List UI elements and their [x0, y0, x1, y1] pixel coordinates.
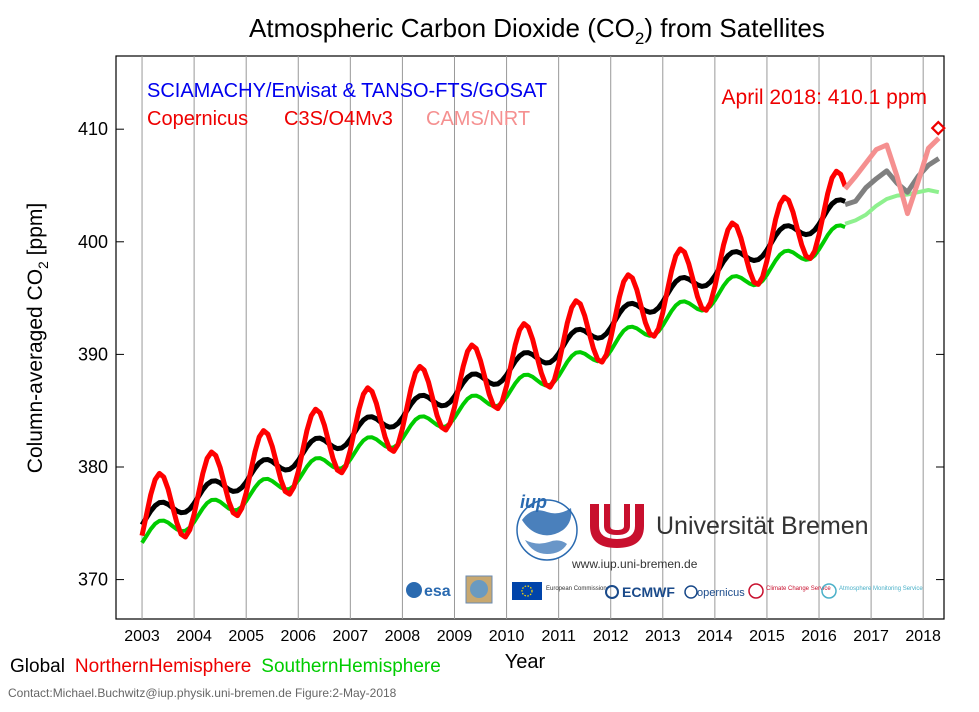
x-tick-label: 2015 [749, 628, 785, 645]
latest-point-marker [930, 120, 946, 136]
y-tick-label: 370 [78, 570, 108, 590]
y-tick-label: 380 [78, 457, 108, 477]
y-tick-label: 410 [78, 119, 108, 139]
x-tick-label: 2016 [801, 628, 837, 645]
series-group [139, 136, 941, 544]
legend-copernicus: Copernicus [147, 108, 248, 130]
x-tick-label: 2008 [385, 628, 421, 645]
latest-point-diamond [930, 120, 946, 136]
x-tick-label: 2011 [541, 628, 576, 645]
series-nh-nrt-line [843, 136, 941, 217]
atmosphere-monitoring-service-logo: Atmosphere Monitoring Service [821, 583, 923, 599]
x-tick-label: 2010 [489, 628, 525, 645]
iup-logo-text: iup [520, 492, 547, 512]
ecmwf-text: ECMWF [622, 584, 675, 600]
chart-title: Atmospheric Carbon Dioxide (CO2) from Sa… [249, 13, 825, 48]
legend-global: Global [10, 656, 65, 677]
x-tick-label: 2007 [333, 628, 369, 645]
cams-service-text: Atmosphere Monitoring Service [839, 586, 923, 592]
series-sh-nrt-line [844, 188, 940, 226]
y-tick-label: 390 [78, 344, 108, 364]
y-axis-label: Column-averaged CO2 [ppm] [24, 203, 51, 473]
bottom-legend: Global NorthernHemisphere SouthernHemisphe… [10, 656, 451, 678]
x-axis-label: Year [505, 651, 546, 673]
university-name: Universität Bremen [656, 512, 869, 540]
legend-nh: NorthernHemisphere [74, 656, 252, 677]
x-tick-label: 2013 [645, 628, 681, 645]
x-tick-label: 2004 [176, 628, 212, 645]
y-tick-label: 400 [78, 232, 108, 252]
legend-source-line: SCIAMACHY/Envisat & TANSO-FTS/GOSAT [147, 80, 547, 102]
x-tick-label: 2005 [228, 628, 264, 645]
series-nh-line [139, 168, 848, 540]
x-tick-label: 2017 [853, 628, 889, 645]
axis-ticks: 2003 2004 2005 2006 2007 2008 2009 2010 2011 2012… [78, 119, 944, 645]
iup-logo: iup [516, 492, 578, 561]
envisat-badge-icon [465, 575, 493, 604]
x-tick-label: 2009 [437, 628, 473, 645]
series-global-line [139, 197, 846, 527]
european-commission-logo: European Commission [512, 582, 607, 600]
copernicus-logo-text: opernicus [697, 587, 745, 599]
website-text: www.iup.uni-bremen.de [571, 557, 698, 571]
legend-cams: CAMS/NRT [426, 108, 530, 130]
legend-sh: SouthernHemisphere [261, 656, 441, 677]
ccs-text: Climate Change Service [766, 586, 831, 592]
ecmwf-logo: ECMWF [605, 584, 675, 600]
university-bremen-logo: Universität Bremen [590, 504, 869, 548]
esa-logo: esa [406, 582, 451, 600]
esa-logo-text: esa [424, 583, 451, 600]
legend-c3s: C3S/O4Mv3 [284, 108, 393, 130]
plot-frame [115, 55, 945, 620]
x-tick-label: 2006 [280, 628, 316, 645]
contact-footer: Contact:Michael.Buchwitz@iup.physik.uni-… [8, 686, 397, 700]
x-tick-label: 2012 [593, 628, 629, 645]
x-tick-label: 2014 [697, 628, 733, 645]
legend-latest-value: April 2018: 410.1 ppm [722, 86, 927, 109]
x-tick-label: 2003 [124, 628, 160, 645]
climate-change-service-logo: Climate Change Service [748, 583, 831, 599]
x-tick-label: 2018 [905, 628, 941, 645]
copernicus-logo: opernicus [684, 585, 745, 599]
ec-label: European Commission [546, 586, 607, 592]
